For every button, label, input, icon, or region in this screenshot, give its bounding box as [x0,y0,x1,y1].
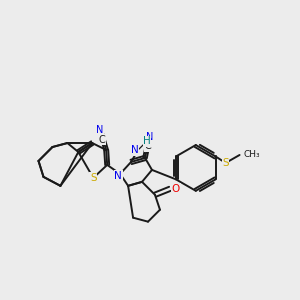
Text: O: O [172,184,180,194]
Text: C: C [145,141,152,151]
Text: CH₃: CH₃ [244,151,260,160]
Text: S: S [222,158,229,168]
Text: N: N [131,145,139,155]
Text: N: N [96,125,103,135]
Text: H: H [143,136,151,146]
Text: N: N [146,132,154,142]
Text: N: N [114,171,122,181]
Text: C: C [99,134,105,145]
Text: S: S [90,173,97,183]
